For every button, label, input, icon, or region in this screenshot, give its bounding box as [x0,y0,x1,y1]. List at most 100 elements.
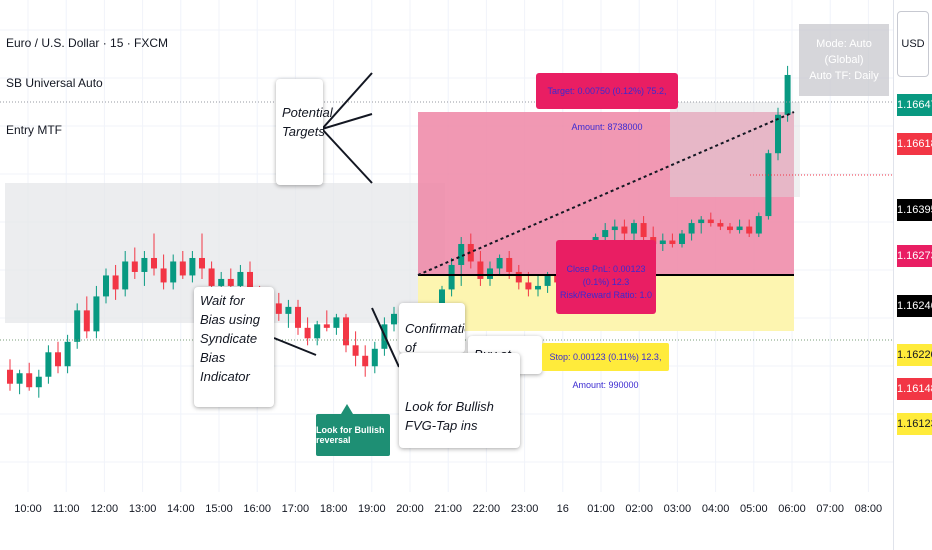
time-label: 04:00 [701,503,730,515]
candle-body [736,226,743,231]
candle-body [640,223,647,238]
price-tag: 1.16273 [897,245,932,267]
look-for-fvg-callout[interactable]: Look for Bullish FVG-Tap ins [399,353,520,448]
candle-body [103,275,109,297]
symbol-title[interactable]: Euro / U.S. Dollar · 15 · FXCM [6,36,169,50]
candle [727,223,733,234]
indicator-sb-universal[interactable]: SB Universal Auto [6,76,103,90]
time-label: 21:00 [434,503,462,515]
candle-body [746,226,753,234]
candle-body [314,324,321,339]
candle-body [611,226,618,231]
price-tag: 1.16618 [897,133,932,155]
wait-for-bias-callout[interactable]: Wait for Bias using Syndicate Bias Indic… [194,287,274,407]
stop-label[interactable]: Stop: 0.00123 (0.11%) 12.3, Amount: 9900… [542,343,669,390]
bullish-reversal-label[interactable]: Look for Bullish reversal [316,414,390,456]
candle-body [16,373,23,384]
candle-body [602,230,609,238]
candle-body [83,310,90,332]
time-label: 10:00 [14,503,42,515]
price-tag: 1.16123 [897,413,932,435]
price-tag: 1.16647 [897,94,932,116]
candle [93,285,100,339]
candle [199,233,205,279]
candle-body [35,376,42,388]
candle [304,317,311,346]
candle-body [189,257,196,276]
candle-body [765,153,772,217]
trade-path-line [417,111,795,276]
candle [35,369,42,398]
candle-body [45,352,52,377]
candle-body [275,303,282,314]
currency-button[interactable]: USD [897,11,929,77]
candle [448,257,455,297]
target-label[interactable]: Target: 0.00750 (0.12%) 75.2, Amount: 87… [536,73,678,132]
candle [352,331,359,367]
candle-body [679,233,685,245]
candle-body [247,271,253,293]
candle-body [631,223,637,234]
candle [112,264,119,300]
close-pnl-label[interactable]: Close PnL: 0.00123 (0.1%) 12.3 Risk/Rewa… [556,240,656,314]
candle-body [64,341,71,367]
indicator-entry-mtf[interactable]: Entry MTF [6,123,62,137]
time-label: 03:00 [663,503,692,515]
candle-body [621,226,628,234]
candle-body [151,257,157,269]
candle-body [122,261,129,290]
candle-body [775,114,781,154]
candle [736,219,743,234]
candle-body [352,345,359,356]
candle-body [688,223,695,234]
candle [295,299,301,335]
candle-body [755,216,762,234]
time-label: 13:00 [128,503,157,515]
candle-body [496,257,503,269]
candle-body [295,306,301,328]
candle [679,230,685,248]
candle-body [362,355,369,367]
candle-body [333,317,340,328]
candle [55,341,61,374]
candle-body [784,74,791,115]
price-axis[interactable] [893,0,932,550]
candle-body [170,261,177,283]
candle [391,306,397,332]
candle [160,254,167,290]
time-label: 07:00 [816,503,844,515]
candle-body [371,348,378,367]
candle [631,219,637,241]
candle [362,345,369,377]
candle-body [7,369,13,384]
candle [688,219,695,241]
candle [323,310,330,332]
candle-body [160,268,167,283]
price-tag: 1.16395 [897,199,932,221]
candle [611,219,618,241]
candle [103,268,109,304]
trade-zones [5,102,800,331]
candle-body [208,268,215,286]
candle [746,219,753,238]
candle [496,254,503,276]
candle [170,254,177,290]
time-label: 08:00 [854,503,883,515]
candle-body [199,257,205,269]
target-arrow-line [321,72,373,130]
candle [189,251,196,283]
confirmation-callout[interactable]: Confirmation of [399,303,465,353]
candle-body [535,285,541,290]
candle [141,251,148,286]
reversal-pointer [341,404,353,414]
candle-body [506,257,513,272]
time-label: 02:00 [625,503,653,515]
candle-body [55,352,61,367]
candle-body [323,324,330,328]
time-label: 12:00 [90,503,119,515]
potential-targets-callout[interactable]: Potential Targets [276,79,333,185]
time-label: 15:00 [205,503,233,515]
candle [285,299,292,328]
